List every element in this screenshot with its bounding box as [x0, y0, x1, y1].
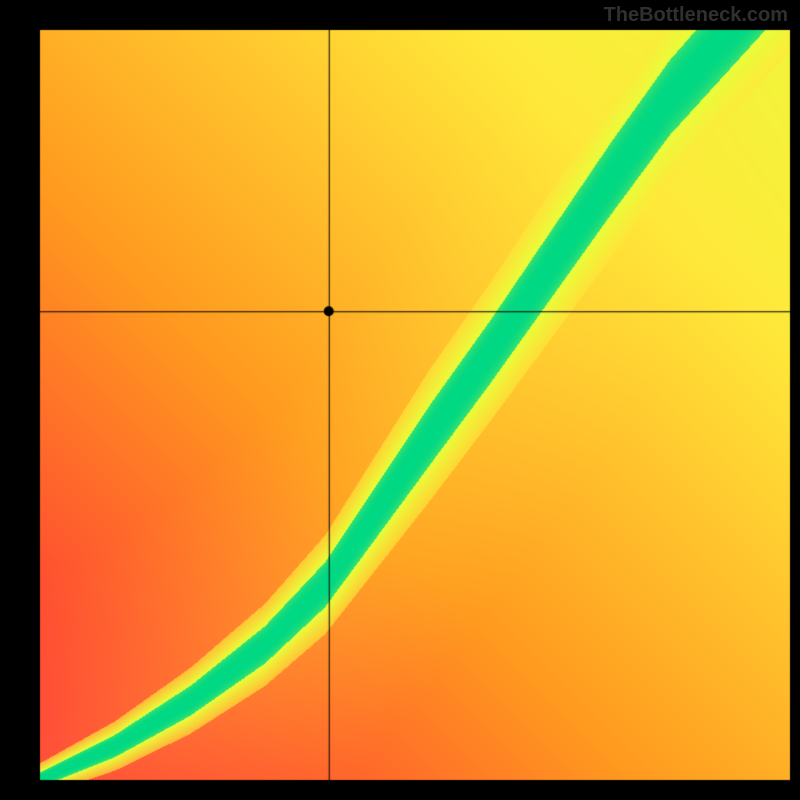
bottleneck-heatmap-canvas: [0, 0, 800, 800]
watermark-text: TheBottleneck.com: [604, 4, 788, 27]
chart-container: TheBottleneck.com: [0, 0, 800, 800]
